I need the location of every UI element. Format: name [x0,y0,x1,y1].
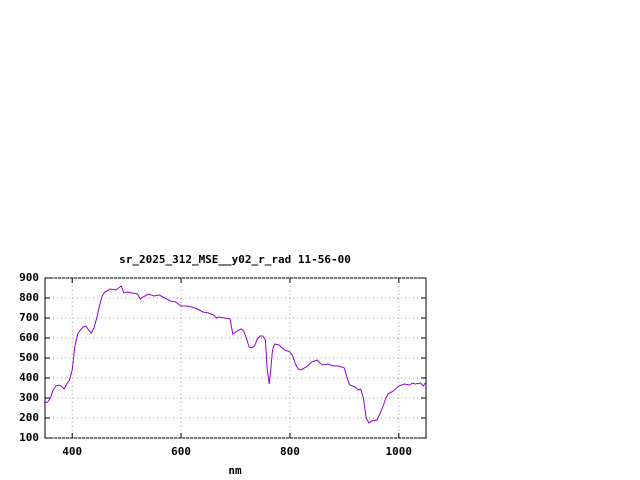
y-tick-label: 900 [19,271,39,284]
y-tick-label: 600 [19,331,39,344]
x-tick-label: 400 [62,445,82,458]
x-tick-label: 1000 [386,445,413,458]
x-axis-label: nm [228,464,242,477]
y-tick-label: 200 [19,411,39,424]
x-tick-label: 600 [171,445,191,458]
y-tick-label: 500 [19,351,39,364]
y-tick-label: 300 [19,391,39,404]
plot-frame [44,277,427,439]
y-tick-label: 100 [19,431,39,444]
x-tick-label: 800 [280,445,300,458]
y-tick-label: 400 [19,371,39,384]
y-tick-label: 700 [19,311,39,324]
data-line [44,285,427,424]
y-tick-label: 800 [19,291,39,304]
chart-title: sr_2025_312_MSE__y02_r_rad 11-56-00 [119,253,351,266]
